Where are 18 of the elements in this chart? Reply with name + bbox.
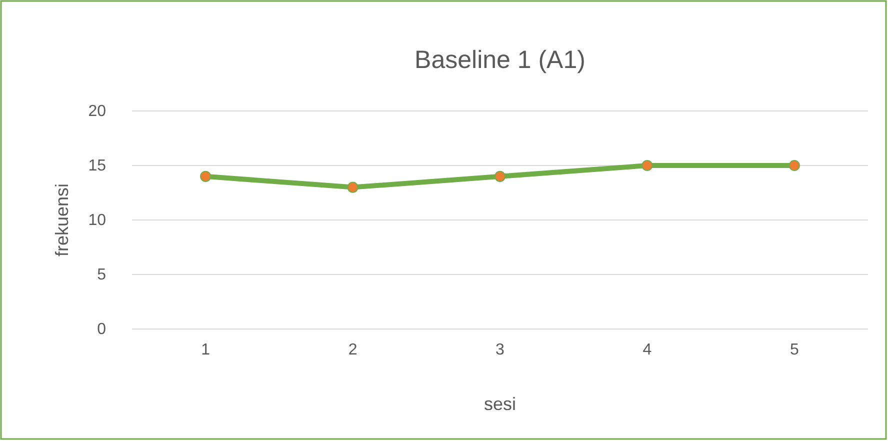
point — [642, 160, 653, 172]
x-tick-label: 1 — [201, 341, 210, 358]
x-tick-label: 4 — [642, 341, 652, 358]
chart-title: Baseline 1 (A1) — [414, 46, 586, 74]
x-axis-title: sesi — [484, 394, 516, 414]
x-tick-label: 5 — [790, 341, 799, 358]
y-axis-title: frekuensi — [52, 183, 72, 257]
point — [200, 170, 212, 182]
point — [347, 182, 358, 193]
point — [494, 170, 506, 182]
point — [788, 160, 800, 172]
y-tick-label: 5 — [97, 266, 106, 284]
y-tick-label: 10 — [88, 212, 106, 230]
y-tick-label: 0 — [97, 321, 106, 338]
y-tick-label: 20 — [88, 103, 106, 120]
x-tick-label: 3 — [496, 341, 505, 358]
x-tick-label: 2 — [348, 341, 358, 358]
y-tick-label: 15 — [88, 158, 106, 175]
